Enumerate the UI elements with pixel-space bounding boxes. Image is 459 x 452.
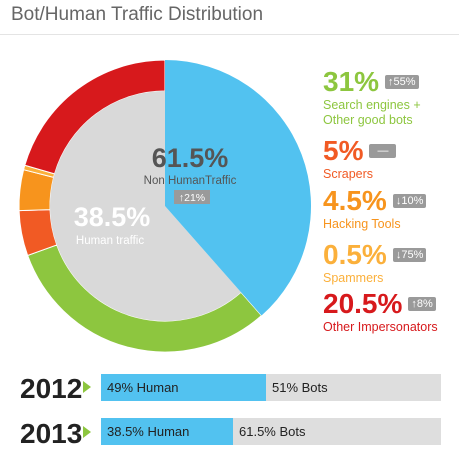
comparison-bar-2013: 38.5% Human 61.5% Bots xyxy=(101,418,441,445)
legend-pct: 4.5% xyxy=(323,185,387,216)
comparison-bar-2012: 49% Human 51% Bots xyxy=(101,374,441,401)
year-2013: 2013 xyxy=(20,418,83,449)
human-bar-label: 38.5% Human xyxy=(107,424,190,439)
human-pct-label: 38.5% xyxy=(74,202,151,232)
legend-value-row: 4.5% ↓10% xyxy=(323,185,427,217)
legend-label: Search engines + xyxy=(323,98,421,112)
legend-label: Hacking Tools xyxy=(323,217,401,231)
human-label: Human traffic xyxy=(76,235,144,247)
inner-slice-nonhuman xyxy=(49,91,242,321)
legend-value-row: 0.5% ↓75% xyxy=(323,239,427,271)
legend-value-row: 5% — xyxy=(323,135,397,167)
legend-pct: 20.5% xyxy=(323,288,403,319)
legend-value-row: 20.5% ↑8% xyxy=(323,288,438,320)
legend-value-row: 31% ↑55% xyxy=(323,66,421,98)
legend-item: 0.5% ↓75% Spammers xyxy=(323,239,427,286)
legend-item: 31% ↑55% Search engines + Other good bots xyxy=(323,66,421,128)
legend-item: 20.5% ↑8% Other Impersonators xyxy=(323,288,438,335)
legend-label: Other good bots xyxy=(323,113,413,127)
chart-title: Bot/Human Traffic Distribution xyxy=(11,4,264,25)
legend-change-badge: ↑55% xyxy=(385,75,419,89)
legend-item: 5% — Scrapers xyxy=(323,135,397,182)
legend-pct: 31% xyxy=(323,66,380,97)
bots-bar-label: 61.5% Bots xyxy=(239,424,306,439)
legend-pct: 0.5% xyxy=(323,239,387,270)
title-divider xyxy=(0,34,459,35)
bots-bar-label: 51% Bots xyxy=(272,380,328,395)
arrow-icon xyxy=(83,381,91,393)
legend-pct: 5% xyxy=(323,135,364,166)
legend-item: 4.5% ↓10% Hacking Tools xyxy=(323,185,427,232)
year-2012: 2012 xyxy=(20,373,83,404)
human-bar-fill xyxy=(101,374,266,401)
arrow-icon xyxy=(83,426,91,438)
nonhuman-change-badge xyxy=(174,190,210,204)
human-bar-label: 49% Human xyxy=(107,380,179,395)
legend-label: Spammers xyxy=(323,271,384,285)
legend-label: Other Impersonators xyxy=(323,320,438,334)
nonhuman-label: Non HumanTraffic xyxy=(144,175,237,187)
inner-pie xyxy=(49,60,311,321)
legend-change-badge: ↓75% xyxy=(392,248,427,262)
legend-change-badge: — xyxy=(369,144,397,158)
nonhuman-pct-label: 61.5% xyxy=(152,143,229,173)
legend-label: Scrapers xyxy=(323,167,374,181)
inner-slice-human xyxy=(165,60,311,316)
legend-change-badge: ↓10% xyxy=(392,194,427,208)
human-bar-fill xyxy=(101,418,233,445)
nonhuman-change-label: ↑21% xyxy=(179,192,205,204)
legend-change-badge: ↑8% xyxy=(408,297,436,311)
